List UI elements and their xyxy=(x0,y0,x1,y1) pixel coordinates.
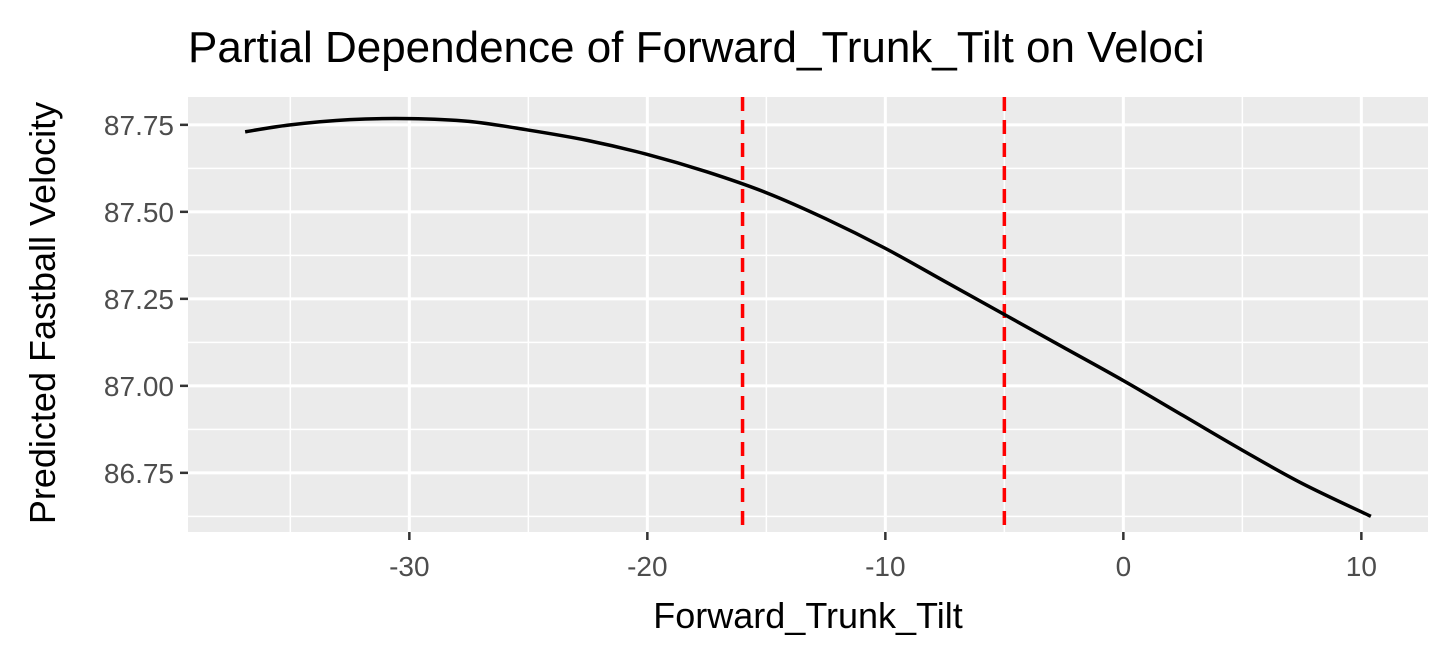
y-tick-label: 87.25 xyxy=(104,284,174,315)
x-tick-label: -30 xyxy=(389,551,429,582)
y-tick-label: 87.00 xyxy=(104,371,174,402)
x-tick-label: -20 xyxy=(627,551,667,582)
x-axis-title: Forward_Trunk_Tilt xyxy=(653,595,962,636)
y-axis-title: Predicted Fastball Velocity xyxy=(22,102,63,524)
y-tick-label: 87.75 xyxy=(104,110,174,141)
x-tick-label: 10 xyxy=(1346,551,1377,582)
plot-panel xyxy=(188,97,1428,532)
partial-dependence-line xyxy=(244,116,1372,518)
y-axis: 86.75 87.00 87.25 87.50 87.75 xyxy=(104,110,188,489)
x-tick-label: 0 xyxy=(1116,551,1132,582)
y-tick-label: 86.75 xyxy=(104,458,174,489)
x-tick-label: -10 xyxy=(865,551,905,582)
y-tick-label: 87.50 xyxy=(104,197,174,228)
chart-title: Partial Dependence of Forward_Trunk_Tilt… xyxy=(188,23,1205,72)
minor-gridlines xyxy=(188,97,1428,532)
x-axis: -30 -20 -10 0 10 xyxy=(389,532,1377,582)
